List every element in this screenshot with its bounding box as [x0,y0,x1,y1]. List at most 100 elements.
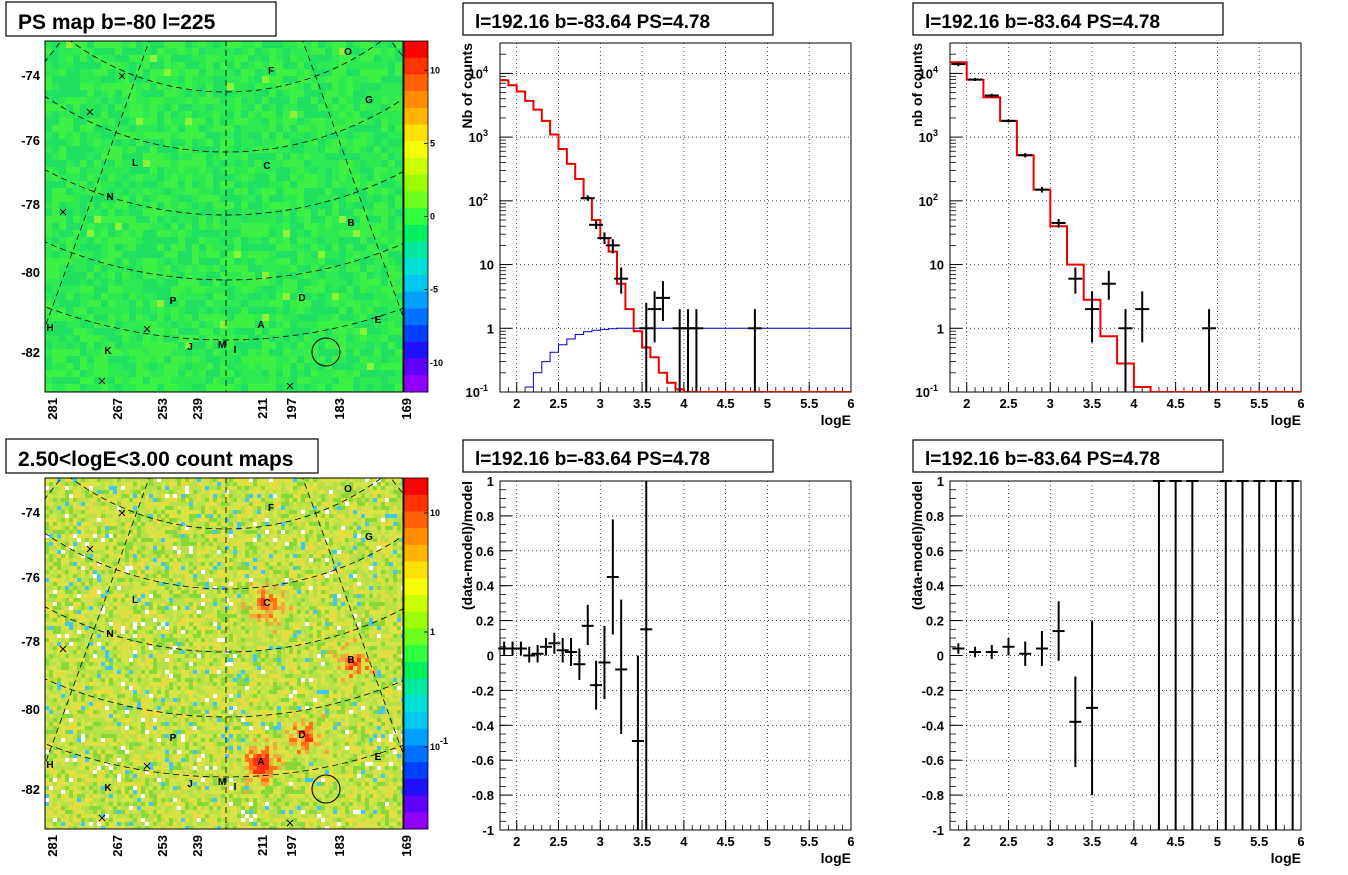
heatmap-cell [45,251,52,258]
heatmap-cell [277,502,281,506]
heatmap-cell [301,542,305,546]
heatmap-cell [325,90,332,97]
heatmap-cell [164,174,171,181]
heatmap-cell [225,518,229,522]
heatmap-cell [262,230,269,237]
heatmap-cell [101,546,105,550]
heatmap-cell [257,514,261,518]
heatmap-cell [237,478,241,482]
heatmap-cell [66,83,73,90]
heatmap-cell [395,237,402,244]
heatmap-cell [178,90,185,97]
heatmap-cell [385,506,389,510]
heatmap-cell [283,307,290,314]
heatmap-cell [161,510,165,514]
heatmap-cell [276,286,283,293]
heatmap-cell [381,195,388,202]
heatmap-cell [181,530,185,534]
heatmap-cell [241,356,248,363]
heatmap-cell [157,542,161,546]
heatmap-cell [45,286,52,293]
heatmap-cell [129,62,136,69]
heatmap-cell [113,562,117,566]
heatmap-cell [221,506,225,510]
heatmap-cell [269,111,276,118]
heatmap-cell [269,160,276,167]
heatmap-cell [133,538,137,542]
heatmap-cell [137,522,141,526]
heatmap-cell [373,538,377,542]
heatmap-cell [150,139,157,146]
heatmap-cell [97,478,101,482]
heatmap-cell [304,118,311,125]
heatmap-cell [321,502,325,506]
heatmap-cell [220,223,227,230]
heatmap-cell [101,265,108,272]
heatmap-cell [177,514,181,518]
heatmap-cell [185,153,192,160]
heatmap-cell [213,522,217,526]
heatmap-cell [113,530,117,534]
heatmap-cell [77,506,81,510]
heatmap-cell [178,167,185,174]
heatmap-cell [373,530,377,534]
heatmap-cell [297,526,301,530]
heatmap-cell [213,328,220,335]
heatmap-cell [283,286,290,293]
colorbar-segment [404,258,428,276]
heatmap-cell [161,498,165,502]
heatmap-cell [199,314,206,321]
meridian-line [45,41,150,329]
heatmap-cell [265,486,269,490]
heatmap-cell [73,530,77,534]
heatmap-cell [318,160,325,167]
heatmap-cell [401,482,403,486]
heatmap-cell [45,55,52,62]
heatmap-cell [173,494,177,498]
heatmap-cell [52,48,59,55]
heatmap-cell [181,510,185,514]
heatmap-cell [108,237,115,244]
heatmap-cell [388,349,395,356]
heatmap-cell [281,522,285,526]
heatmap-cell [201,526,205,530]
heatmap-cell [192,174,199,181]
heatmap-cell [301,514,305,518]
heatmap-cell [217,478,221,482]
heatmap-cell [213,498,217,502]
heatmap-cell [377,510,381,514]
heatmap-cell [276,55,283,62]
heatmap-cell [248,160,255,167]
heatmap-cell [199,118,206,125]
heatmap-cell [125,478,129,482]
heatmap-cell [150,174,157,181]
heatmap-cell [339,328,346,335]
heatmap-cell [192,223,199,230]
heatmap-cell [297,209,304,216]
heatmap-cell [305,530,309,534]
heatmap-cell [253,502,257,506]
heatmap-cell [206,279,213,286]
heatmap-cell [171,62,178,69]
heatmap-cell [181,542,185,546]
heatmap-cell [311,202,318,209]
heatmap-cell [318,216,325,223]
heatmap-cell [245,490,249,494]
heatmap-cell [49,530,53,534]
heatmap-cell [332,195,339,202]
heatmap-cell [220,195,227,202]
heatmap-cell [137,494,141,498]
heatmap-cell [221,494,225,498]
heatmap-cell [121,554,125,558]
heatmap-cell [233,502,237,506]
heatmap-cell [87,223,94,230]
heatmap-cell [89,538,93,542]
heatmap-cell [349,534,353,538]
heatmap-cell [321,558,325,562]
heatmap-cell [129,498,133,502]
heatmap-cell [276,293,283,300]
heatmap-cell [105,478,109,482]
heatmap-cell [229,538,233,542]
plot-area [500,43,851,392]
heatmap-cell [150,181,157,188]
